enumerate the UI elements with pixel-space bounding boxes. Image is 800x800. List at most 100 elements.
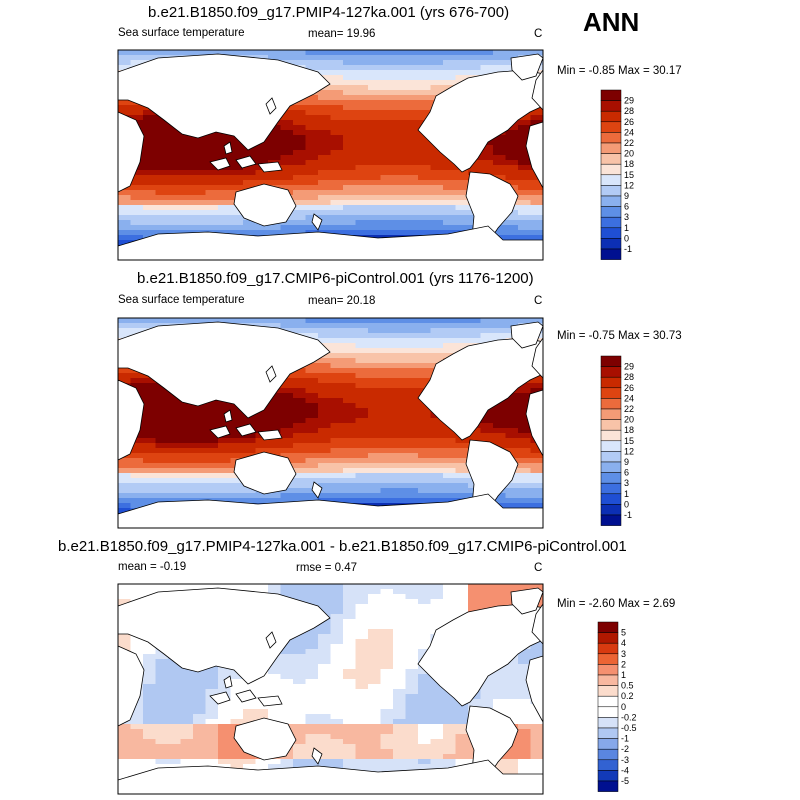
colorbar-tick-label: -1 [624,244,632,254]
panel3-units-label: C [534,562,543,574]
colorbar-swatch [600,142,622,154]
colorbar-swatch [600,153,622,165]
colorbar-tick-label: 5 [621,628,626,638]
colorbar-tick-label: 24 [624,393,634,403]
colorbar-tick-label: -0.5 [621,723,637,733]
colorbar-swatch [600,419,622,431]
colorbar-swatch [597,759,619,771]
colorbar-tick-label: 15 [624,170,634,180]
colorbar-swatch [600,451,622,463]
panel3-land [117,587,544,795]
coastline [311,481,323,499]
coastline [209,691,231,705]
colorbar-swatch [600,174,622,186]
panel1-mean-label: mean= 19.96 [308,28,376,40]
colorbar-tick-label: 0 [624,499,629,509]
coastline [235,423,257,437]
coastline [223,675,233,689]
colorbar-swatch [600,461,622,473]
coastline [223,409,233,423]
coastline [510,587,544,615]
colorbar-tick-label: 3 [624,478,629,488]
colorbar-tick-label: 18 [624,159,634,169]
coastline [525,121,544,189]
coastline [117,321,331,419]
panel2-units-label: C [534,295,543,307]
colorbar-tick-label: 18 [624,425,634,435]
colorbar-swatch [600,248,622,260]
colorbar-swatch [600,408,622,420]
coastline [265,97,277,115]
colorbar-tick-label: 6 [624,202,629,212]
colorbar-tick-label: -0.2 [621,712,637,722]
colorbar-tick-label: 1 [624,489,629,499]
panel2-map [117,317,544,529]
colorbar-tick-label: -2 [621,744,629,754]
colorbar-tick-label: -1 [624,510,632,520]
colorbar-swatch [597,748,619,761]
colorbar-swatch [600,227,622,239]
colorbar-swatch [600,216,622,229]
colorbar-swatch [600,472,622,484]
colorbar-tick-label: 20 [624,149,634,159]
coastline [117,53,331,151]
coastline [417,337,544,441]
coastline [233,183,297,227]
panel1-minmax-label: Min = -0.85 Max = 30.17 [557,65,682,77]
colorbar-tick-label: 22 [624,138,634,148]
colorbar-swatch [600,398,622,410]
coastline [257,695,283,707]
colorbar-swatch [600,132,622,144]
coastline [235,155,257,169]
colorbar-tick-label: 12 [624,180,634,190]
coastline [209,157,231,171]
panel2-mean-label: mean= 20.18 [308,295,376,307]
colorbar-tick-label: 26 [624,117,634,127]
panel3-rmse-label: rmse = 0.47 [296,562,358,574]
season-label: ANN [583,7,640,37]
panel2-minmax-label: Min = -0.75 Max = 30.73 [557,330,682,342]
colorbar-swatch [597,717,619,729]
colorbar-tick-label: -1 [621,734,629,744]
colorbar-swatch [600,238,622,250]
colorbar-tick-label: 15 [624,436,634,446]
colorbar-swatch [597,695,619,708]
colorbar-swatch [600,482,622,495]
coastline [235,689,257,703]
panel3-mean-label: mean = -0.19 [118,561,187,573]
colorbar-tick-label: 0 [621,702,626,712]
panel1-land [117,53,544,261]
colorbar-tick-label: 22 [624,404,634,414]
colorbar-swatch [600,121,622,133]
colorbar-tick-label: 3 [624,212,629,222]
coastline [257,429,283,441]
colorbar-tick-label: 28 [624,106,634,116]
coastline [209,425,231,439]
colorbar-swatch [600,185,622,197]
colorbar-swatch [600,366,622,378]
colorbar-tick-label: 24 [624,127,634,137]
coastline [525,389,544,457]
colorbar-tick-label: 26 [624,383,634,393]
colorbar-swatch [597,706,619,718]
colorbar-swatch [597,642,619,655]
coastline [233,717,297,761]
coastline [417,69,544,173]
colorbar-swatch [600,440,622,452]
coastline [257,161,283,173]
panel3-frame [117,583,544,795]
colorbar-tick-label: 12 [624,446,634,456]
colorbar-swatch [600,504,622,516]
coastline [525,655,544,723]
colorbar-tick-label: 20 [624,415,634,425]
colorbar-swatch [600,89,622,101]
colorbar-swatch [597,727,619,739]
colorbar-swatch [600,206,622,218]
colorbar-swatch [600,100,622,112]
coastline [265,365,277,383]
colorbar-swatch [600,514,622,526]
coastline [117,587,331,685]
colorbar-swatch [600,429,622,442]
